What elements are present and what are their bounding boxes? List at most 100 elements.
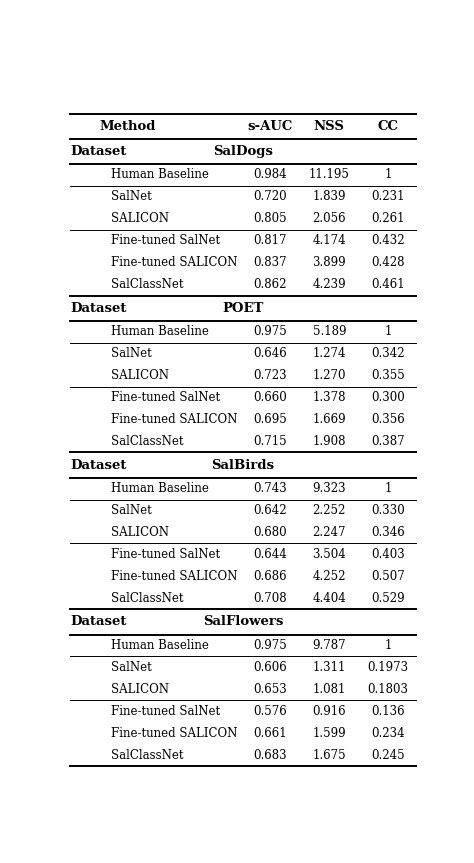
Text: 0.975: 0.975 <box>254 325 287 338</box>
Text: Human Baseline: Human Baseline <box>110 482 209 495</box>
Text: 1.311: 1.311 <box>312 661 346 674</box>
Text: 0.1803: 0.1803 <box>367 683 409 696</box>
Text: 4.239: 4.239 <box>312 278 346 291</box>
Text: 0.300: 0.300 <box>371 391 405 404</box>
Text: SALICON: SALICON <box>110 526 169 539</box>
Text: 0.916: 0.916 <box>312 705 346 718</box>
Text: 0.837: 0.837 <box>254 256 287 269</box>
Text: SALICON: SALICON <box>110 683 169 696</box>
Text: 0.432: 0.432 <box>371 234 405 248</box>
Text: s-AUC: s-AUC <box>248 120 293 133</box>
Text: 0.708: 0.708 <box>254 592 287 605</box>
Text: Fine-tuned SALICON: Fine-tuned SALICON <box>110 413 237 426</box>
Text: SALICON: SALICON <box>110 369 169 382</box>
Text: 0.695: 0.695 <box>254 413 287 426</box>
Text: Method: Method <box>99 120 155 133</box>
Text: 0.975: 0.975 <box>254 639 287 652</box>
Text: 0.743: 0.743 <box>254 482 287 495</box>
Text: 0.686: 0.686 <box>254 570 287 583</box>
Text: 1.675: 1.675 <box>312 748 346 762</box>
Text: 0.720: 0.720 <box>254 191 287 204</box>
Text: Dataset: Dataset <box>70 302 127 315</box>
Text: 0.606: 0.606 <box>254 661 287 674</box>
Text: 0.653: 0.653 <box>254 683 287 696</box>
Text: 1: 1 <box>384 482 392 495</box>
Text: CC: CC <box>377 120 399 133</box>
Text: 0.461: 0.461 <box>371 278 405 291</box>
Text: 0.245: 0.245 <box>371 748 405 762</box>
Text: Fine-tuned SALICON: Fine-tuned SALICON <box>110 570 237 583</box>
Text: 2.056: 2.056 <box>312 212 346 225</box>
Text: 0.805: 0.805 <box>254 212 287 225</box>
Text: Fine-tuned SALICON: Fine-tuned SALICON <box>110 256 237 269</box>
Text: 1.908: 1.908 <box>312 435 346 448</box>
Text: POET: POET <box>222 302 264 315</box>
Text: 0.387: 0.387 <box>371 435 405 448</box>
Text: 1: 1 <box>384 325 392 338</box>
Text: Dataset: Dataset <box>70 145 127 158</box>
Text: 1.599: 1.599 <box>312 727 346 740</box>
Text: 0.261: 0.261 <box>371 212 405 225</box>
Text: 0.715: 0.715 <box>254 435 287 448</box>
Text: 0.507: 0.507 <box>371 570 405 583</box>
Text: SalDogs: SalDogs <box>213 145 273 158</box>
Text: 0.1973: 0.1973 <box>367 661 409 674</box>
Text: 1.378: 1.378 <box>312 391 346 404</box>
Text: 0.231: 0.231 <box>371 191 405 204</box>
Text: 2.247: 2.247 <box>312 526 346 539</box>
Text: NSS: NSS <box>314 120 345 133</box>
Text: Fine-tuned SALICON: Fine-tuned SALICON <box>110 727 237 740</box>
Text: 0.642: 0.642 <box>254 504 287 517</box>
Text: 0.346: 0.346 <box>371 526 405 539</box>
Text: 0.660: 0.660 <box>254 391 287 404</box>
Text: SalBirds: SalBirds <box>211 458 274 471</box>
Text: 1.081: 1.081 <box>312 683 346 696</box>
Text: 0.330: 0.330 <box>371 504 405 517</box>
Text: 9.323: 9.323 <box>312 482 346 495</box>
Text: 0.646: 0.646 <box>254 347 287 360</box>
Text: 0.576: 0.576 <box>254 705 287 718</box>
Text: Human Baseline: Human Baseline <box>110 325 209 338</box>
Text: Fine-tuned SalNet: Fine-tuned SalNet <box>110 548 220 561</box>
Text: 11.195: 11.195 <box>309 168 350 181</box>
Text: 0.661: 0.661 <box>254 727 287 740</box>
Text: SalNet: SalNet <box>110 191 151 204</box>
Text: 1.669: 1.669 <box>312 413 346 426</box>
Text: 0.234: 0.234 <box>371 727 405 740</box>
Text: 5.189: 5.189 <box>312 325 346 338</box>
Text: 1: 1 <box>384 639 392 652</box>
Text: 0.342: 0.342 <box>371 347 405 360</box>
Text: Dataset: Dataset <box>70 615 127 628</box>
Text: 3.899: 3.899 <box>312 256 346 269</box>
Text: 0.644: 0.644 <box>254 548 287 561</box>
Text: 0.355: 0.355 <box>371 369 405 382</box>
Text: 1.274: 1.274 <box>312 347 346 360</box>
Text: Fine-tuned SalNet: Fine-tuned SalNet <box>110 705 220 718</box>
Text: 0.683: 0.683 <box>254 748 287 762</box>
Text: 0.817: 0.817 <box>254 234 287 248</box>
Text: 0.529: 0.529 <box>371 592 405 605</box>
Text: SalNet: SalNet <box>110 347 151 360</box>
Text: Human Baseline: Human Baseline <box>110 639 209 652</box>
Text: Fine-tuned SalNet: Fine-tuned SalNet <box>110 234 220 248</box>
Text: 0.723: 0.723 <box>254 369 287 382</box>
Text: 0.356: 0.356 <box>371 413 405 426</box>
Text: 4.174: 4.174 <box>312 234 346 248</box>
Text: SalClassNet: SalClassNet <box>110 278 183 291</box>
Text: 4.404: 4.404 <box>312 592 346 605</box>
Text: 2.252: 2.252 <box>312 504 346 517</box>
Text: 1.839: 1.839 <box>312 191 346 204</box>
Text: SalNet: SalNet <box>110 504 151 517</box>
Text: 1: 1 <box>384 168 392 181</box>
Text: SalFlowers: SalFlowers <box>203 615 283 628</box>
Text: 0.984: 0.984 <box>254 168 287 181</box>
Text: 0.136: 0.136 <box>371 705 405 718</box>
Text: 4.252: 4.252 <box>312 570 346 583</box>
Text: SalClassNet: SalClassNet <box>110 748 183 762</box>
Text: SALICON: SALICON <box>110 212 169 225</box>
Text: 1.270: 1.270 <box>312 369 346 382</box>
Text: 0.680: 0.680 <box>254 526 287 539</box>
Text: 0.403: 0.403 <box>371 548 405 561</box>
Text: SalNet: SalNet <box>110 661 151 674</box>
Text: 9.787: 9.787 <box>312 639 346 652</box>
